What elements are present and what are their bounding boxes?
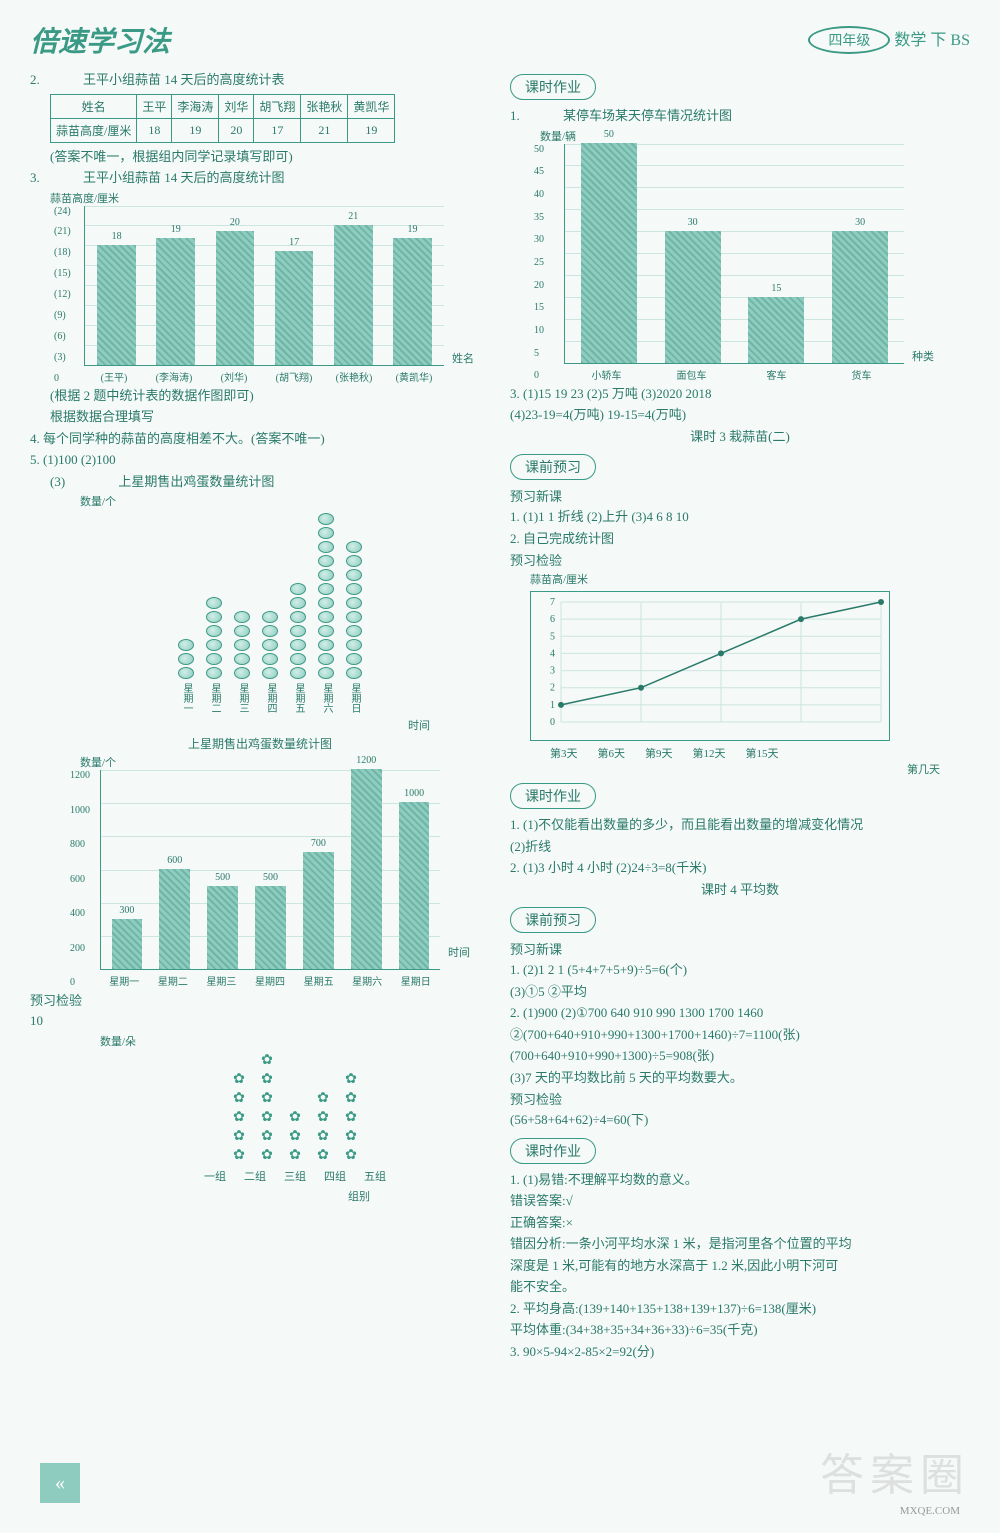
- q5-picto-ylabel: 数量/个: [80, 493, 490, 509]
- q3-xaxis-label: 姓名: [452, 350, 474, 366]
- q4-text: 4. 每个同学种的蒜苗的高度相差不大。(答案不唯一): [30, 429, 490, 449]
- egg-pictogram: 星期一星期二星期三星期四星期五星期六星期日: [50, 513, 490, 713]
- q5-bar2-title: 上星期售出鸡蛋数量统计图: [30, 735, 490, 752]
- yx-l1: 2. 自己完成统计图: [510, 529, 970, 549]
- footer-chevron-icon: «: [40, 1463, 80, 1503]
- q2-row1-hdr: 姓名: [51, 94, 137, 118]
- lesson3: 课时 3 栽蒜苗(二): [510, 427, 970, 447]
- watermark-text: 答案圈: [820, 1439, 970, 1503]
- rq1-yticks: 50454035302520151050: [534, 144, 544, 382]
- rq1-xlabels: 小轿车面包车客车货车: [564, 364, 904, 382]
- q3-num: 3.: [30, 170, 40, 185]
- yx-jy2: 预习检验: [510, 1089, 970, 1108]
- yx-jy2-line: (56+58+64+62)÷4=60(下): [510, 1110, 970, 1130]
- domain-url: MXQE.COM: [900, 1505, 960, 1517]
- yx-new: 预习新课: [510, 486, 970, 505]
- q5-bar2-ylabel: 数量/个: [80, 754, 490, 770]
- svg-text:1: 1: [550, 700, 555, 711]
- q2-num: 2.: [30, 72, 40, 87]
- line-xlabel-right: 第几天: [510, 761, 940, 777]
- line-chart: 7 6 5 4 3 2 1 0: [530, 591, 890, 741]
- logo-text: 倍速学习法: [30, 20, 170, 60]
- q3-bar-chart: 181920172119: [84, 206, 444, 366]
- q2-row2-hdr: 蒜苗高度/厘米: [51, 118, 137, 142]
- svg-text:4: 4: [550, 648, 555, 659]
- bar2-yticks: 120010008006004002000: [70, 770, 90, 988]
- svg-text:6: 6: [550, 614, 555, 625]
- section-kszy2: 课时作业: [510, 783, 596, 809]
- line-ylabel: 蒜苗高/厘米: [530, 571, 970, 587]
- line-svg: 7 6 5 4 3 2 1 0: [531, 592, 891, 742]
- q5-picto-title: 上星期售出鸡蛋数量统计图: [118, 474, 274, 489]
- yx-jy: 预习检验: [510, 550, 970, 569]
- section-kszy3: 课时作业: [510, 1138, 596, 1164]
- rq1-xaxis-label: 种类: [912, 348, 934, 364]
- q5-head: 5. (1)100 (2)100: [30, 450, 490, 470]
- svg-text:2: 2: [550, 683, 555, 694]
- yx-l0: 1. (1)1 1 折线 (2)上升 (3)4 6 8 10: [510, 507, 970, 527]
- left-column: 2. 王平小组蒜苗 14 天后的高度统计表 姓名 王平 李海涛 刘华 胡飞翔 张…: [30, 68, 490, 1363]
- q3-yticks: (24)(21)(18)(15)(12)(9)(6)(3)0: [54, 206, 71, 384]
- yx-val: 10: [30, 1011, 490, 1031]
- svg-text:0: 0: [550, 717, 555, 728]
- svg-text:7: 7: [550, 597, 555, 608]
- yx-label: 预习检验: [30, 990, 490, 1009]
- q2-table: 姓名 王平 李海涛 刘华 胡飞翔 张艳秋 黄凯华 蒜苗高度/厘米 18 19 2…: [50, 94, 395, 143]
- bar2-chart: 30060050050070012001000: [100, 770, 440, 970]
- r-q1-title: 某停车场某天停车情况统计图: [563, 108, 732, 123]
- q2-note: (答案不唯一，根据组内同学记录填写即可): [50, 147, 490, 167]
- grade-oval: 四年级: [808, 26, 890, 54]
- yx-new2: 预习新课: [510, 939, 970, 958]
- picto-xlabel: 时间: [30, 717, 430, 733]
- q5-sub3: (3): [50, 474, 65, 489]
- r-q3-l1: (4)23-19=4(万吨) 19-15=4(万吨): [510, 405, 970, 425]
- r-q3-l0: 3. (1)15 19 23 (2)5 万吨 (3)2020 2018: [510, 384, 970, 404]
- lesson4: 课时 4 平均数: [510, 880, 970, 900]
- section-kqyx: 课前预习: [510, 454, 596, 480]
- q3-xlabels: (王平)(李海涛)(刘华)(胡飞翔)(张艳秋)(黄凯华): [84, 366, 444, 384]
- subject-label: 数学 下 BS: [894, 32, 970, 49]
- q3-note2: 根据数据合理填写: [50, 407, 490, 427]
- q3-title: 王平小组蒜苗 14 天后的高度统计图: [83, 170, 285, 185]
- svg-text:3: 3: [550, 666, 555, 677]
- q3-ylabel: 蒜苗高度/厘米: [50, 190, 490, 206]
- bar2-xlabels: 星期一星期二星期三星期四星期五星期六星期日: [100, 970, 440, 988]
- q2-title: 王平小组蒜苗 14 天后的高度统计表: [83, 72, 285, 87]
- flower-ylabel: 数量/朵: [100, 1033, 490, 1049]
- bar2-xaxis-label: 时间: [448, 944, 470, 960]
- rq1-chart: 50301530: [564, 144, 904, 364]
- grade-block: 四年级 数学 下 BS: [808, 26, 970, 54]
- page-header: 倍速学习法 四年级 数学 下 BS: [30, 20, 970, 60]
- r-q1-num: 1.: [510, 108, 520, 123]
- flower-xlabel: 组别: [30, 1188, 370, 1204]
- section-kqyx2: 课前预习: [510, 907, 596, 933]
- flower-pictogram: ✿✿✿✿✿✿✿✿✿✿✿✿✿✿✿✿✿✿✿✿✿✿✿ 一组二组三组四组五组: [100, 1053, 490, 1184]
- q3-note1: (根据 2 题中统计表的数据作图即可): [50, 386, 490, 406]
- svg-text:5: 5: [550, 631, 555, 642]
- right-column: 课时作业 1. 某停车场某天停车情况统计图 数量/辆 5045403530252…: [510, 68, 970, 1363]
- section-kszy: 课时作业: [510, 74, 596, 100]
